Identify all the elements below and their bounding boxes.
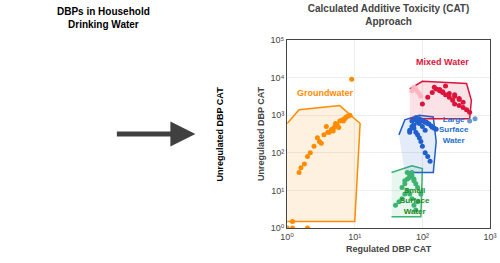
svg-text:Mixed Water: Mixed Water [416, 57, 469, 67]
svg-text:Unregulated DBP CAT: Unregulated DBP CAT [256, 86, 266, 181]
svg-text:10¹: 10¹ [271, 186, 284, 196]
svg-text:Unregulated DBP CAT: Unregulated DBP CAT [215, 87, 225, 182]
svg-text:10⁵: 10⁵ [271, 35, 285, 45]
svg-text:10⁰: 10⁰ [271, 223, 285, 233]
svg-text:SmallSurfaceWater: SmallSurfaceWater [400, 186, 430, 216]
svg-text:10⁴: 10⁴ [270, 73, 284, 83]
svg-text:Calculated Additive Toxicity (: Calculated Additive Toxicity (CAT)Approa… [308, 3, 470, 27]
svg-text:DBPs in HouseholdDrinking Wate: DBPs in HouseholdDrinking Water [57, 6, 150, 30]
svg-text:10³: 10³ [271, 110, 284, 120]
svg-text:Groundwater: Groundwater [297, 88, 354, 98]
svg-text:10²: 10² [271, 148, 284, 158]
svg-text:Regulated DBP CAT: Regulated DBP CAT [346, 244, 432, 254]
svg-text:LargeSurfaceWater: LargeSurfaceWater [439, 115, 469, 145]
svg-text:10³: 10³ [483, 232, 496, 242]
svg-text:10⁰: 10⁰ [280, 232, 294, 242]
svg-text:10²: 10² [416, 232, 429, 242]
svg-text:10¹: 10¹ [348, 232, 361, 242]
